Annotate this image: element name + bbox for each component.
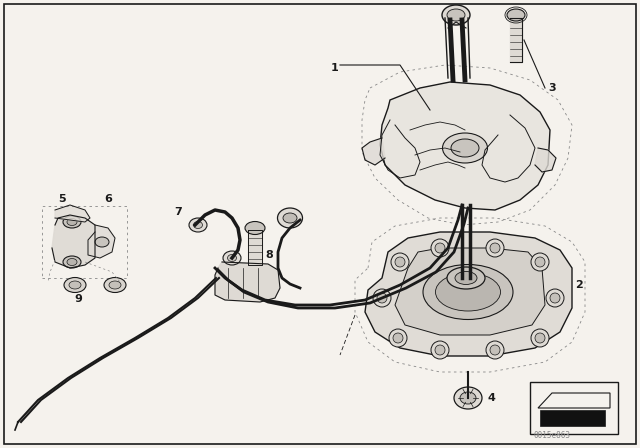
Polygon shape [395,248,545,335]
Polygon shape [52,215,95,268]
Ellipse shape [454,387,482,409]
Ellipse shape [67,219,77,225]
Circle shape [490,345,500,355]
Polygon shape [362,138,385,165]
Circle shape [393,333,403,343]
Polygon shape [55,205,90,222]
Ellipse shape [447,267,485,289]
Ellipse shape [189,218,207,232]
Circle shape [546,289,564,307]
Polygon shape [510,18,522,62]
Polygon shape [88,225,115,258]
Circle shape [431,341,449,359]
Circle shape [389,329,407,347]
Ellipse shape [63,216,81,228]
Text: 5: 5 [58,194,66,204]
Ellipse shape [109,281,121,289]
Polygon shape [215,262,280,302]
Ellipse shape [245,221,265,234]
Circle shape [490,243,500,253]
Circle shape [550,293,560,303]
Ellipse shape [435,273,500,311]
Ellipse shape [460,392,476,404]
Ellipse shape [283,213,297,223]
Text: 7: 7 [174,207,182,217]
Circle shape [373,289,391,307]
Ellipse shape [63,256,81,268]
Polygon shape [248,230,262,265]
Text: 2: 2 [575,280,583,290]
Circle shape [535,333,545,343]
Ellipse shape [223,251,241,265]
Circle shape [435,345,445,355]
Circle shape [377,293,387,303]
Text: 3: 3 [548,83,556,93]
Text: 8: 8 [265,250,273,260]
Ellipse shape [447,9,465,21]
Bar [530,382,618,434]
Text: 4: 4 [488,393,496,403]
Ellipse shape [451,139,479,157]
Ellipse shape [193,221,202,228]
Ellipse shape [442,5,470,25]
Ellipse shape [104,277,126,293]
Text: 1: 1 [330,63,338,73]
Circle shape [535,257,545,267]
Bar [42,206,127,278]
Polygon shape [535,148,556,172]
Polygon shape [380,82,550,210]
Polygon shape [365,232,572,356]
Ellipse shape [507,9,525,21]
Text: 0015e863: 0015e863 [534,431,571,440]
Circle shape [435,243,445,253]
Ellipse shape [64,277,86,293]
Circle shape [431,239,449,257]
Circle shape [531,253,549,271]
Circle shape [531,329,549,347]
Text: 6: 6 [104,194,112,204]
Ellipse shape [278,208,303,228]
Circle shape [395,257,405,267]
Ellipse shape [423,264,513,319]
Ellipse shape [69,281,81,289]
Polygon shape [540,410,605,426]
Ellipse shape [67,258,77,266]
Text: 9: 9 [74,294,82,304]
Circle shape [391,253,409,271]
Ellipse shape [455,271,477,284]
Ellipse shape [227,254,237,262]
Ellipse shape [442,133,488,163]
Circle shape [486,341,504,359]
Ellipse shape [95,237,109,247]
Circle shape [486,239,504,257]
